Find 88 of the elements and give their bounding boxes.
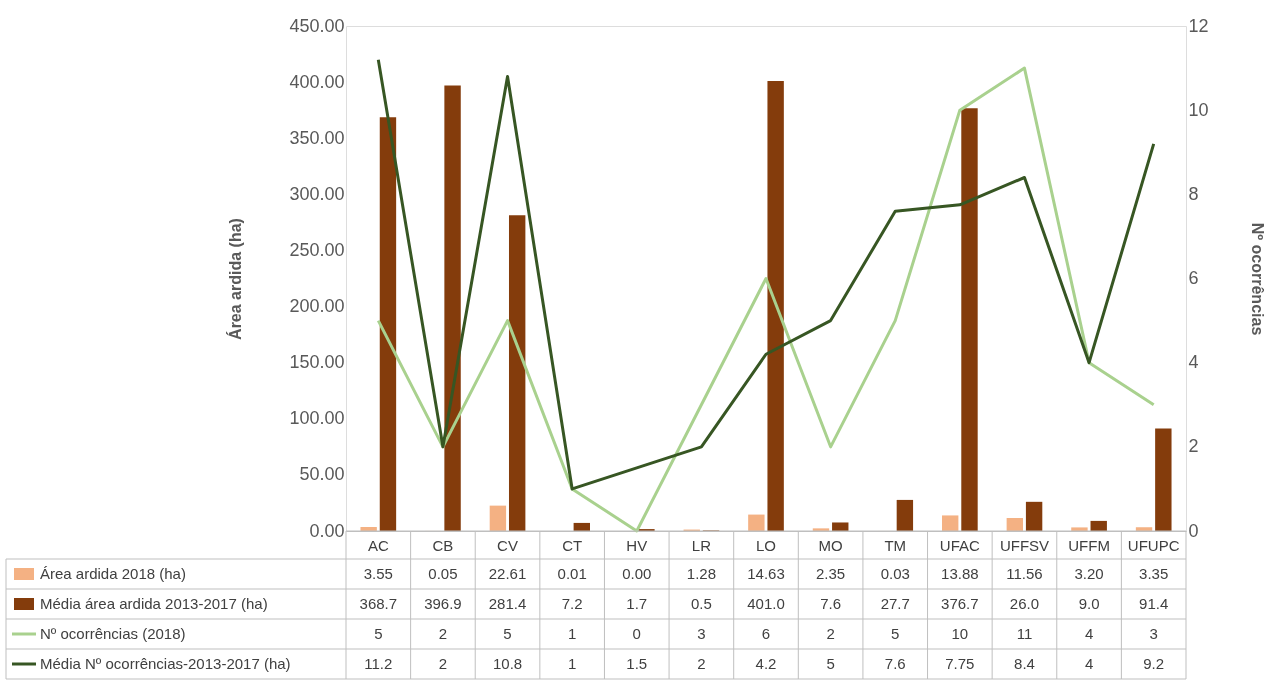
data-label: 22.61 [488,565,527,582]
y2-axis-title: Nº ocorrências [1248,222,1266,336]
data-label: 1.28 [686,565,716,582]
data-label: 401.0 [747,595,785,612]
data-label: 9.2 [1143,655,1165,672]
data-label: 2 [438,625,448,642]
data-label: 2 [826,625,835,642]
x-tick-label: LR [691,536,712,554]
data-label: 4 [1084,625,1094,642]
y-tick-label: 100.00 [289,408,345,429]
y2-tick-label: 8 [1188,183,1199,204]
data-label: 3 [1149,625,1158,642]
data-label: 2.35 [816,565,846,582]
x-tick-label: CB [432,536,454,554]
x-tick-label: CV [497,536,518,554]
data-label: 5 [503,625,512,642]
data-label: 0.03 [880,565,910,582]
y-tick-label: 250.00 [289,239,345,260]
data-label: 0.01 [557,565,587,582]
data-label: 0.5 [690,595,712,612]
data-label: 5 [891,625,900,642]
y2-tick-label: 0 [1188,520,1199,541]
x-tick-label: UFUPC [1127,536,1180,554]
data-label: 11 [1016,625,1033,642]
data-label: 4 [1084,655,1094,672]
y-tick-label: 0.00 [309,520,345,541]
y2-tick-label: 2 [1188,436,1199,457]
x-tick-label: CT [562,536,583,554]
legend-label: Média Nº ocorrências-2013-2017 (ha) [40,655,291,672]
data-label: 1.7 [626,595,648,612]
y-tick-label: 350.00 [289,127,345,148]
x-tick-label: UFAC [939,536,981,554]
legend-label: Área ardida 2018 (ha) [40,565,186,582]
data-label: 1 [567,655,577,672]
x-tick-label: MO [818,536,843,554]
data-label: 4.2 [755,655,777,672]
data-label: 7.6 [820,595,842,612]
data-label: 2 [697,655,706,672]
data-label: 5 [826,655,835,672]
data-label: 10 [951,625,969,642]
y-tick-label: 150.00 [289,352,345,373]
y-tick-label: 300.00 [289,183,345,204]
data-label: 3.35 [1139,565,1169,582]
data-label: 5 [374,625,383,642]
data-label: 7.2 [561,595,583,612]
data-label: 13.88 [941,565,979,582]
data-label: 3.55 [363,565,393,582]
legend-label: Nº ocorrências (2018) [40,625,186,642]
data-label: 396.9 [424,595,462,612]
data-label: 0 [632,625,641,642]
data-label: 1.5 [626,655,648,672]
y-axis-title: Área ardida (ha) [226,218,245,340]
x-tick-label: LO [755,536,777,554]
data-label: 0.00 [622,565,652,582]
data-label: 91.4 [1139,595,1169,612]
data-label: 1 [567,625,577,642]
x-tick-label: UFFM [1068,536,1110,554]
x-tick-label: TM [884,536,907,554]
data-label: 7.6 [884,655,906,672]
x-tick-label: HV [626,536,648,554]
y2-tick-label: 10 [1188,99,1209,120]
y2-tick-label: 6 [1188,268,1199,288]
data-label: 11.2 [364,655,393,672]
data-label: 9.0 [1078,595,1100,612]
x-tick-label: UFFSV [999,536,1050,554]
data-label: 2 [438,655,448,672]
data-label: 27.7 [880,595,910,612]
data-label: 6 [761,625,771,642]
data-label: 281.4 [488,595,527,612]
y-tick-label: 50.00 [299,464,345,485]
x-tick-label: AC [367,536,389,554]
y-tick-label: 400.00 [289,71,345,92]
y2-tick-label: 12 [1188,15,1209,36]
y-tick-label: 450.00 [289,15,345,36]
data-label: 376.7 [941,595,979,612]
data-label: 3.20 [1074,565,1104,582]
data-label: 368.7 [359,595,398,612]
data-label: 10.8 [492,655,523,672]
data-label: 14.63 [747,565,785,582]
data-label: 26.0 [1009,595,1040,612]
data-label: 0.05 [428,565,458,582]
data-label: 8.4 [1014,655,1035,672]
data-label: 11.56 [1006,565,1043,582]
data-label: 3 [697,625,706,642]
data-label: 7.75 [945,655,975,672]
y-tick-label: 200.00 [289,296,345,317]
legend-label: Média área ardida 2013-2017 (ha) [40,595,268,612]
y2-tick-label: 4 [1188,352,1199,373]
